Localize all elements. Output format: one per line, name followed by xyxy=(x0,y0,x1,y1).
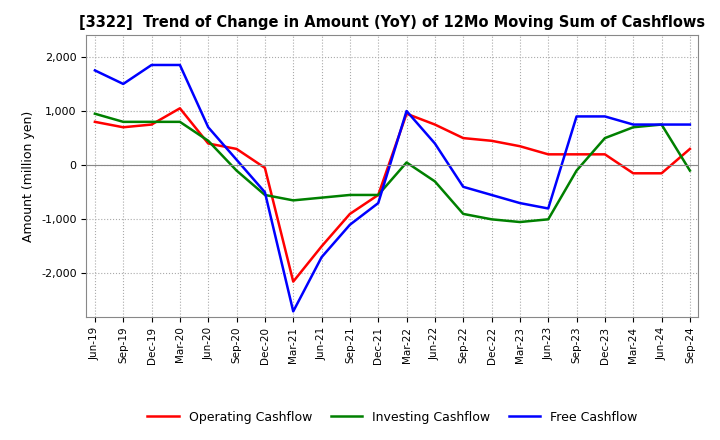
Free Cashflow xyxy=(91,68,99,73)
Free Cashflow xyxy=(544,206,552,211)
Free Cashflow xyxy=(685,122,694,127)
Free Cashflow xyxy=(402,108,411,114)
Investing Cashflow xyxy=(544,216,552,222)
Operating Cashflow xyxy=(318,244,326,249)
Investing Cashflow xyxy=(289,198,297,203)
Free Cashflow xyxy=(289,309,297,314)
Investing Cashflow xyxy=(261,192,269,198)
Free Cashflow xyxy=(600,114,609,119)
Investing Cashflow xyxy=(374,192,382,198)
Investing Cashflow xyxy=(685,168,694,173)
Investing Cashflow xyxy=(459,211,467,216)
Line: Operating Cashflow: Operating Cashflow xyxy=(95,108,690,282)
Investing Cashflow xyxy=(176,119,184,125)
Operating Cashflow xyxy=(657,171,666,176)
Title: [3322]  Trend of Change in Amount (YoY) of 12Mo Moving Sum of Cashflows: [3322] Trend of Change in Amount (YoY) o… xyxy=(79,15,706,30)
Operating Cashflow xyxy=(204,141,212,146)
Free Cashflow xyxy=(431,141,439,146)
Operating Cashflow xyxy=(431,122,439,127)
Operating Cashflow xyxy=(572,152,581,157)
Investing Cashflow xyxy=(204,138,212,143)
Operating Cashflow xyxy=(176,106,184,111)
Free Cashflow xyxy=(516,201,524,206)
Operating Cashflow xyxy=(685,146,694,151)
Free Cashflow xyxy=(487,192,496,198)
Investing Cashflow xyxy=(233,168,241,173)
Investing Cashflow xyxy=(402,160,411,165)
Y-axis label: Amount (million yen): Amount (million yen) xyxy=(22,110,35,242)
Investing Cashflow xyxy=(600,136,609,141)
Investing Cashflow xyxy=(148,119,156,125)
Free Cashflow xyxy=(657,122,666,127)
Operating Cashflow xyxy=(289,279,297,284)
Investing Cashflow xyxy=(629,125,637,130)
Operating Cashflow xyxy=(91,119,99,125)
Operating Cashflow xyxy=(629,171,637,176)
Operating Cashflow xyxy=(346,211,354,216)
Investing Cashflow xyxy=(346,192,354,198)
Legend: Operating Cashflow, Investing Cashflow, Free Cashflow: Operating Cashflow, Investing Cashflow, … xyxy=(143,406,642,429)
Investing Cashflow xyxy=(657,122,666,127)
Free Cashflow xyxy=(119,81,127,87)
Free Cashflow xyxy=(374,201,382,206)
Line: Investing Cashflow: Investing Cashflow xyxy=(95,114,690,222)
Free Cashflow xyxy=(629,122,637,127)
Operating Cashflow xyxy=(487,138,496,143)
Line: Free Cashflow: Free Cashflow xyxy=(95,65,690,312)
Operating Cashflow xyxy=(233,146,241,151)
Operating Cashflow xyxy=(374,192,382,198)
Free Cashflow xyxy=(572,114,581,119)
Free Cashflow xyxy=(346,222,354,227)
Investing Cashflow xyxy=(119,119,127,125)
Free Cashflow xyxy=(148,62,156,68)
Free Cashflow xyxy=(176,62,184,68)
Operating Cashflow xyxy=(544,152,552,157)
Investing Cashflow xyxy=(516,220,524,225)
Operating Cashflow xyxy=(148,122,156,127)
Free Cashflow xyxy=(233,157,241,162)
Investing Cashflow xyxy=(431,179,439,184)
Investing Cashflow xyxy=(487,216,496,222)
Free Cashflow xyxy=(318,255,326,260)
Investing Cashflow xyxy=(91,111,99,116)
Operating Cashflow xyxy=(261,165,269,171)
Operating Cashflow xyxy=(402,111,411,116)
Free Cashflow xyxy=(204,125,212,130)
Free Cashflow xyxy=(459,184,467,190)
Operating Cashflow xyxy=(600,152,609,157)
Operating Cashflow xyxy=(459,136,467,141)
Investing Cashflow xyxy=(318,195,326,200)
Operating Cashflow xyxy=(516,143,524,149)
Operating Cashflow xyxy=(119,125,127,130)
Investing Cashflow xyxy=(572,168,581,173)
Free Cashflow xyxy=(261,190,269,195)
